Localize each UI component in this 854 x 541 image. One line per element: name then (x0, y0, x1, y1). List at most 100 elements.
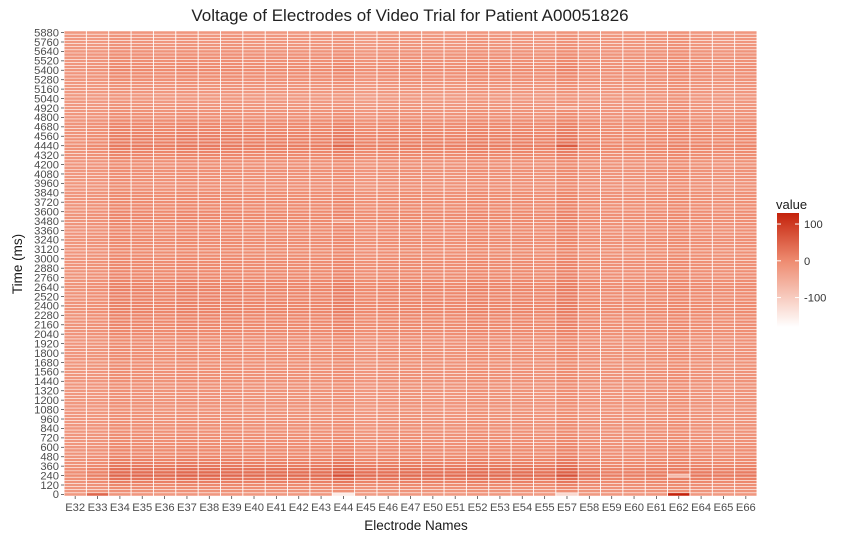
heatmap-cell: E59 @ 1480 ms: -14.7 (600, 376, 623, 380)
heatmap-cell: E64 @ 5120 ms: -19.0 (689, 90, 713, 94)
heatmap-cell: E52 @ 3160 ms: -1.6 (466, 244, 489, 248)
heatmap-cell: E54 @ 2400 ms: 6.5 (511, 304, 534, 308)
heatmap-cell: E45 @ 840 ms: -18.2 (354, 426, 377, 431)
heatmap-cell: E65 @ 5040 ms: -25.5 (712, 96, 735, 101)
heatmap-cell: E60 @ 5040 ms: -23.0 (622, 96, 646, 101)
heatmap-cell: E51 @ 2560 ms: 3.8 (444, 291, 467, 295)
heatmap-cell: E44 @ 3000 ms: 3.2 (332, 257, 355, 261)
heatmap-cell: E59 @ 1720 ms: -13.5 (600, 357, 623, 361)
heatmap-cell: E42 @ 80 ms: -6.7 (287, 486, 310, 490)
heatmap-cell: E37 @ 2320 ms: 11.1 (175, 310, 199, 314)
heatmap-cell: E44 @ 240 ms: 75.0 (332, 474, 355, 478)
heatmap-cell: E36 @ 5880 ms: -20.0 (153, 31, 176, 35)
heatmap-cell: E38 @ 1680 ms: -7.3 (198, 360, 221, 365)
heatmap-cell: E50 @ 520 ms: -3.3 (421, 452, 445, 456)
heatmap-cell: E47 @ 1640 ms: -9.6 (399, 364, 422, 368)
heatmap-cell: E55 @ 3960 ms: -13.0 (533, 181, 556, 185)
heatmap-cell: E50 @ 960 ms: -15.0 (421, 417, 445, 421)
heatmap-cell: E64 @ 1440 ms: -13.2 (689, 379, 713, 383)
heatmap-cell: E58 @ 160 ms: 5.7 (578, 480, 601, 484)
heatmap-cell: E61 @ 120 ms: -5.0 (645, 483, 668, 487)
heatmap-cell: E33 @ 3120 ms: -12.6 (86, 247, 109, 251)
heatmap-cell: E45 @ 4200 ms: -18.2 (354, 162, 377, 167)
heatmap-cell: E35 @ 2920 ms: -0.2 (131, 263, 154, 267)
heatmap-cell: E43 @ 4000 ms: -10.3 (309, 178, 333, 182)
heatmap-cell: E65 @ 2320 ms: -4.2 (712, 310, 735, 314)
heatmap-cell: E37 @ 1560 ms: -6.0 (175, 370, 199, 374)
heatmap-cell: E32 @ 1560 ms: -18.0 (64, 370, 87, 374)
heatmap-cell: E64 @ 1960 ms: -9.6 (689, 338, 713, 343)
heatmap-cell: E65 @ 520 ms: -8.9 (712, 452, 735, 456)
heatmap-cell: E61 @ 3720 ms: -7.0 (645, 200, 668, 204)
heatmap-cell: E41 @ 640 ms: -5.3 (265, 442, 288, 446)
heatmap-cell: E64 @ 3680 ms: -6.6 (689, 203, 713, 207)
heatmap-cell: E33 @ 4440 ms: -1.0 (86, 144, 109, 148)
heatmap-cell: E42 @ 4360 ms: 6.0 (287, 150, 310, 154)
heatmap-cell: E66 @ 2360 ms: -0.8 (734, 307, 757, 311)
heatmap-cell: E42 @ 4400 ms: 10.5 (287, 147, 310, 151)
heatmap-cell: E40 @ 5080 ms: -22.5 (242, 93, 266, 97)
heatmap-cell: E59 @ 5440 ms: -9.5 (600, 65, 623, 69)
heatmap-cell: E52 @ 3080 ms: -1.1 (466, 250, 489, 255)
heatmap-cell: E39 @ 5200 ms: -12.0 (220, 84, 243, 88)
heatmap-cell: E40 @ 5680 ms: -15.8 (242, 46, 266, 50)
heatmap-cell: E43 @ 5400 ms: 0.0 (309, 68, 333, 72)
heatmap-cell: E32 @ 5480 ms: -16.5 (64, 62, 87, 66)
heatmap-cell: E39 @ 3160 ms: -1.6 (220, 244, 243, 248)
heatmap-cell: E33 @ 4320 ms: -9.1 (86, 153, 109, 157)
heatmap-cell: E46 @ 5000 ms: -24.2 (376, 100, 400, 104)
heatmap-cell: E61 @ 760 ms: -10.6 (645, 433, 668, 437)
heatmap-cell: E37 @ 2440 ms: 12.7 (175, 301, 199, 305)
heatmap-cell: E55 @ 5200 ms: -18.0 (533, 84, 556, 88)
heatmap-cell: E38 @ 1320 ms: -11.7 (198, 389, 221, 393)
heatmap-cell: E43 @ 5720 ms: -16.7 (309, 43, 333, 47)
heatmap-cell: E64 @ 680 ms: -9.7 (689, 439, 713, 443)
heatmap-cell: E34 @ 1840 ms: -3.4 (108, 348, 132, 352)
heatmap-cell: E40 @ 760 ms: -9.3 (242, 433, 266, 437)
heatmap-cell: E66 @ 640 ms: -8.7 (734, 442, 757, 446)
heatmap-cell: E58 @ 4200 ms: -14.6 (578, 162, 601, 167)
heatmap-cell: E51 @ 4880 ms: -16.7 (444, 109, 467, 113)
heatmap-cell: E43 @ 2920 ms: -3.2 (309, 263, 333, 267)
heatmap-cell: E65 @ 4480 ms: 1.3 (712, 140, 735, 145)
heatmap-cell: E61 @ 4160 ms: -12.0 (645, 166, 668, 170)
heatmap-cell: E46 @ 2320 ms: 3.5 (376, 310, 400, 314)
heatmap-cell: E58 @ 280 ms: 21.7 (578, 470, 601, 474)
heatmap-cell: E39 @ 3880 ms: -4.8 (220, 188, 243, 192)
heatmap-cell: E55 @ 1840 ms: -11.4 (533, 348, 556, 352)
heatmap-cell: E65 @ 3200 ms: -11.3 (712, 241, 735, 245)
heatmap-cell: E42 @ 400 ms: 13.3 (287, 461, 310, 465)
heatmap-cell: E40 @ 4960 ms: -19.3 (242, 103, 266, 107)
heatmap-cell: E64 @ 4920 ms: -16.5 (689, 106, 713, 110)
heatmap-cell: E32 @ 3880 ms: -17.3 (64, 188, 87, 192)
heatmap-cell: E47 @ 1560 ms: -10.0 (399, 370, 422, 374)
heatmap-cell: E66 @ 3480 ms: -6.2 (734, 219, 757, 223)
heatmap-cell: E35 @ 2800 ms: 2.4 (131, 272, 154, 277)
heatmap-cell: E50 @ 3640 ms: -3.1 (421, 206, 445, 211)
heatmap-cell: E58 @ 3520 ms: -5.9 (578, 216, 601, 220)
heatmap-cell: E57 @ 1160 ms: -7.6 (555, 401, 579, 405)
heatmap-cell: E52 @ 1840 ms: -5.4 (466, 348, 489, 352)
heatmap-cell: E60 @ 3880 ms: -12.7 (622, 188, 646, 192)
heatmap-cell: E53 @ 720 ms: -8.0 (488, 436, 512, 440)
heatmap-cell: E64 @ 3200 ms: -8.3 (689, 241, 713, 245)
heatmap-cell: E40 @ 4640 ms: 4.0 (242, 128, 266, 132)
heatmap-cell: E66 @ 1520 ms: -12.4 (734, 373, 757, 377)
heatmap-cell: E40 @ 3240 ms: -5.0 (242, 238, 266, 242)
heatmap-cell: E32 @ 3280 ms: -16.3 (64, 235, 87, 239)
heatmap-cell: E36 @ 5680 ms: -15.8 (153, 46, 176, 50)
heatmap-cell: E50 @ 4560 ms: 8.0 (421, 134, 445, 138)
heatmap-cell: E33 @ 1560 ms: -16.0 (86, 370, 109, 374)
heatmap-cell: E43 @ 5240 ms: -12.5 (309, 81, 333, 85)
heatmap-cell: E39 @ 3320 ms: -0.9 (220, 232, 243, 236)
heatmap-cell: E38 @ 4320 ms: 4.7 (198, 153, 221, 157)
heatmap-cell: E42 @ 5880 ms: -20.0 (287, 31, 310, 35)
heatmap-cell: E42 @ 4880 ms: -13.7 (287, 109, 310, 113)
heatmap-cell: E34 @ 1320 ms: -8.3 (108, 389, 132, 393)
heatmap-cell: E58 @ 2800 ms: -5.4 (578, 272, 601, 277)
heatmap-cell: E50 @ 5840 ms: -21.2 (421, 34, 445, 38)
heatmap-cell: E45 @ 3960 ms: -16.0 (354, 181, 377, 185)
heatmap-cell: E55 @ 4280 ms: -6.0 (533, 156, 556, 160)
heatmap-cell: E54 @ 1840 ms: -8.4 (511, 348, 534, 352)
heatmap-cell: E39 @ 3960 ms: -7.0 (220, 181, 243, 185)
